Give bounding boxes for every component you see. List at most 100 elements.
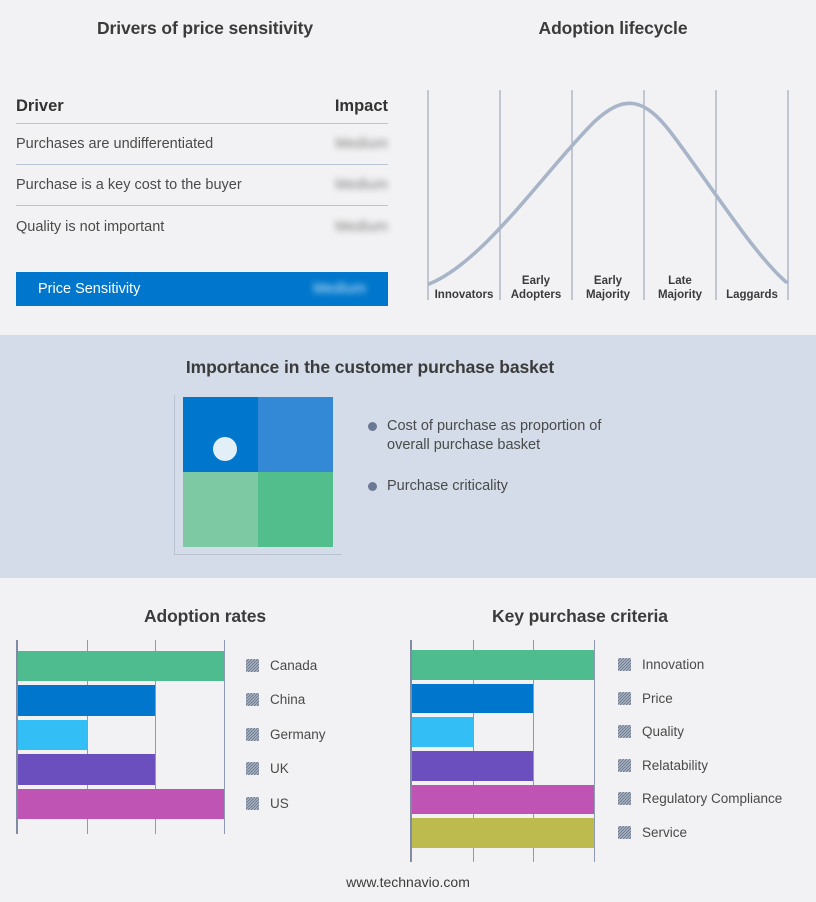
table-row: Purchases are undifferentiated Medium bbox=[16, 124, 388, 165]
adoption-rates-chart: Canada China Germany UK US bbox=[16, 640, 396, 840]
legend-item: Canada bbox=[246, 658, 317, 673]
stage-dividers bbox=[427, 90, 789, 300]
legend-label: China bbox=[270, 692, 306, 708]
quadrant-y-axis bbox=[174, 395, 175, 555]
adoption-rates-panel: Adoption rates Canada China Germany UK US bbox=[0, 578, 410, 902]
legend-item: Relatability bbox=[618, 758, 708, 773]
drivers-title: Drivers of price sensitivity bbox=[96, 18, 314, 38]
importance-title: Importance in the customer purchase bask… bbox=[185, 357, 555, 377]
importance-legend: Cost of purchase as proportion of overal… bbox=[368, 417, 668, 518]
bullet-icon bbox=[368, 422, 377, 431]
summary-label: Price Sensitivity bbox=[38, 281, 141, 297]
key-purchase-criteria-title: Key purchase criteria bbox=[492, 606, 668, 626]
position-marker-dot bbox=[213, 437, 237, 461]
plot-area bbox=[410, 640, 595, 862]
legend-item: Price bbox=[618, 691, 673, 706]
legend-item: Regulatory Compliance bbox=[618, 791, 782, 806]
bar bbox=[412, 717, 473, 747]
legend-item: Purchase criticality bbox=[368, 477, 668, 496]
hatch-swatch-icon bbox=[618, 658, 631, 672]
bar bbox=[18, 685, 156, 716]
legend-item: Innovation bbox=[618, 657, 704, 672]
gridline bbox=[155, 640, 157, 834]
bar bbox=[18, 650, 224, 682]
driver-label: Purchase is a key cost to the buyer bbox=[16, 177, 242, 193]
importance-panel: Importance in the customer purchase bask… bbox=[0, 335, 816, 578]
impact-value: Medium bbox=[335, 218, 388, 235]
drivers-panel: Drivers of price sensitivity Driver Impa… bbox=[0, 0, 410, 335]
hatch-swatch-icon bbox=[618, 725, 631, 739]
stage-label-early-adopters-line1: Early bbox=[522, 275, 551, 287]
table-row: Quality is not important Medium bbox=[16, 206, 388, 247]
legend-label: Relatability bbox=[642, 757, 709, 773]
summary-impact-value: Medium bbox=[313, 281, 366, 297]
legend-item: US bbox=[246, 796, 289, 811]
bar bbox=[412, 650, 594, 680]
legend-label: Canada bbox=[270, 657, 318, 673]
stage-label-late-majority-line2: Majority bbox=[658, 289, 703, 301]
bar bbox=[18, 754, 156, 785]
legend-label: Purchase criticality bbox=[387, 478, 508, 494]
table-header-row: Driver Impact bbox=[16, 90, 388, 124]
hatch-swatch-icon bbox=[246, 762, 259, 776]
legend-label: Regulatory Compliance bbox=[642, 791, 783, 807]
key-purchase-criteria-chart: Innovation Price Quality Relatability Regula… bbox=[410, 640, 810, 870]
legend-item: China bbox=[246, 692, 305, 707]
table-row: Purchase is a key cost to the buyer Medi… bbox=[16, 165, 388, 206]
price-sensitivity-summary-row: Price Sensitivity Medium bbox=[16, 272, 388, 306]
quadrant-bottom-left bbox=[183, 472, 258, 547]
middle-background-band bbox=[0, 335, 816, 578]
key-purchase-criteria-panel: Key purchase criteria Innovation Price Qua… bbox=[400, 578, 816, 902]
legend-label: UK bbox=[270, 761, 289, 777]
adoption-rates-title: Adoption rates bbox=[143, 606, 267, 626]
gridline bbox=[533, 640, 535, 862]
column-header-driver: Driver bbox=[16, 97, 64, 115]
hatch-swatch-icon bbox=[618, 758, 631, 772]
gridline bbox=[224, 640, 225, 834]
legend-item: Germany bbox=[246, 727, 326, 742]
lifecycle-panel: Adoption lifecycle Innovators Early Adop… bbox=[410, 0, 816, 335]
gridline bbox=[594, 640, 595, 862]
legend-label: Service bbox=[642, 824, 688, 840]
quadrant-matrix bbox=[174, 395, 342, 555]
legend-label: Germany bbox=[270, 726, 326, 742]
quadrant-cells bbox=[183, 397, 333, 547]
bar bbox=[412, 784, 594, 815]
legend-item: Cost of purchase as proportion of overal… bbox=[368, 417, 668, 455]
legend-item: Quality bbox=[618, 724, 684, 739]
stage-label-early-majority-line2: Majority bbox=[586, 289, 631, 301]
column-header-impact: Impact bbox=[334, 97, 388, 115]
gridline bbox=[86, 640, 88, 834]
stage-label-late-majority-line1: Late bbox=[668, 275, 692, 287]
quadrant-bottom-right bbox=[258, 472, 333, 547]
bar bbox=[18, 788, 224, 820]
legend-item: UK bbox=[246, 761, 289, 776]
adoption-curve bbox=[427, 101, 788, 286]
stage-label-early-majority-line1: Early bbox=[594, 275, 623, 287]
stage-label-innovators: Innovators bbox=[435, 289, 494, 301]
bar bbox=[412, 818, 594, 848]
hatch-swatch-icon bbox=[246, 658, 259, 672]
bullet-icon bbox=[368, 482, 377, 491]
hatch-swatch-icon bbox=[246, 796, 259, 810]
quadrant-x-axis bbox=[174, 554, 342, 555]
quadrant-top-right bbox=[258, 397, 333, 472]
driver-label: Purchases are undifferentiated bbox=[16, 136, 214, 152]
stage-label-early-adopters-line2: Adopters bbox=[511, 289, 561, 301]
legend-item: Service bbox=[618, 825, 687, 840]
drivers-table: Driver Impact Purchases are undifferenti… bbox=[16, 90, 388, 247]
footer-url: www.technavio.com bbox=[346, 874, 470, 890]
bar bbox=[18, 719, 87, 751]
bottom-background-band bbox=[0, 578, 816, 902]
quadrant-top-left bbox=[183, 397, 258, 472]
hatch-swatch-icon bbox=[618, 691, 631, 705]
plot-area bbox=[16, 640, 225, 834]
bar bbox=[412, 751, 534, 781]
hatch-swatch-icon bbox=[246, 693, 259, 707]
impact-value: Medium bbox=[335, 177, 388, 193]
adoption-lifecycle-chart: Innovators Early Adopters Early Majority… bbox=[427, 90, 789, 301]
legend-label: Innovation bbox=[642, 657, 705, 673]
legend-label: Cost of purchase as proportion of overal… bbox=[387, 418, 602, 453]
hatch-swatch-icon bbox=[618, 792, 631, 806]
impact-value: Medium bbox=[335, 136, 388, 152]
